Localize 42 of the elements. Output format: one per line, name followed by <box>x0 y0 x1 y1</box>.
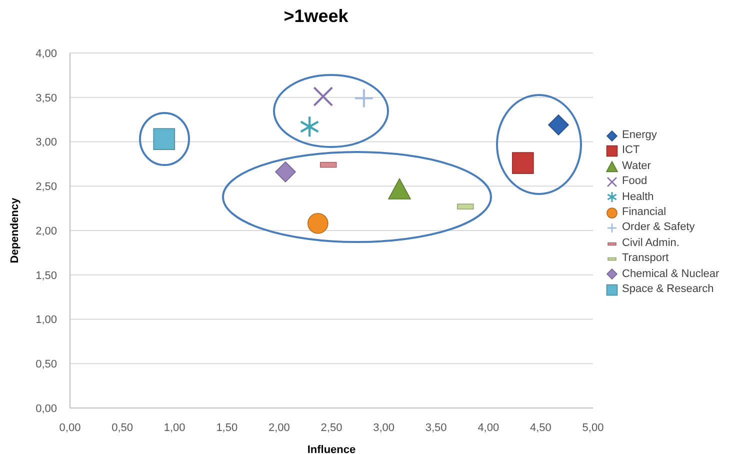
y-tick-label: 3,00 <box>36 136 57 149</box>
legend-label: ICT <box>622 143 640 158</box>
legend-label: Order & Safety <box>622 220 695 236</box>
point <box>388 178 411 200</box>
x-tick-label: 0,00 <box>59 422 81 434</box>
point <box>300 116 319 137</box>
y-tick-label: 2,00 <box>36 225 57 238</box>
x-axis-title: Influence <box>307 444 356 454</box>
y-tick-label: 1,00 <box>36 314 57 326</box>
y-axis-title: Dependency <box>8 196 21 264</box>
x-tick-label: 1,50 <box>216 422 238 434</box>
chart-title: >1week <box>282 6 350 27</box>
legend-label: Transport <box>622 251 669 266</box>
x-tick-label: 3,00 <box>373 422 395 434</box>
point <box>308 213 328 234</box>
y-tick-label: 2,50 <box>36 181 57 194</box>
legend-label: Chemical & Nuclear <box>622 266 720 282</box>
x-tick-label: 3,50 <box>425 422 447 434</box>
y-tick-label: 1,50 <box>36 270 57 282</box>
x-tick-label: 2,00 <box>268 422 290 434</box>
point <box>548 114 569 136</box>
legend-label: Civil Admin. <box>622 236 680 251</box>
y-tick-label: 3,50 <box>36 92 57 104</box>
x-tick-label: 5,00 <box>582 422 604 434</box>
legend-label: Space & Research <box>622 282 714 298</box>
point <box>354 88 374 108</box>
y-tick-label: 0,00 <box>36 402 57 415</box>
legend-label: Food <box>622 174 648 190</box>
legend-label: Financial <box>622 205 666 220</box>
point <box>512 152 534 174</box>
legend-label: Energy <box>622 128 657 143</box>
x-tick-label: 1,00 <box>164 422 186 434</box>
x-tick-label: 4,00 <box>478 422 500 434</box>
point <box>275 162 296 182</box>
y-tick-label: 0,50 <box>36 358 57 371</box>
point <box>313 86 334 106</box>
x-tick-label: 4,50 <box>530 422 552 434</box>
x-tick-label: 2,50 <box>320 422 342 434</box>
y-tick-label: 4,00 <box>36 48 57 60</box>
legend-label: Water <box>622 158 651 174</box>
legend-label: Health <box>622 190 654 205</box>
x-tick-label: 0,50 <box>112 422 134 434</box>
